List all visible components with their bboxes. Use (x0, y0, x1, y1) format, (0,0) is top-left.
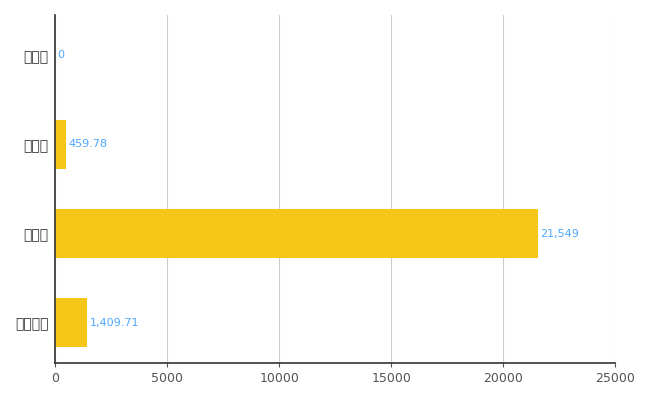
Bar (55, 209, 538, 258)
Bar (55, 298, 87, 347)
Text: 459.78: 459.78 (68, 140, 107, 150)
Text: 21,549: 21,549 (541, 228, 579, 238)
Text: 0: 0 (57, 50, 64, 60)
Text: 1,409.71: 1,409.71 (90, 318, 139, 328)
Bar (55, 120, 66, 169)
